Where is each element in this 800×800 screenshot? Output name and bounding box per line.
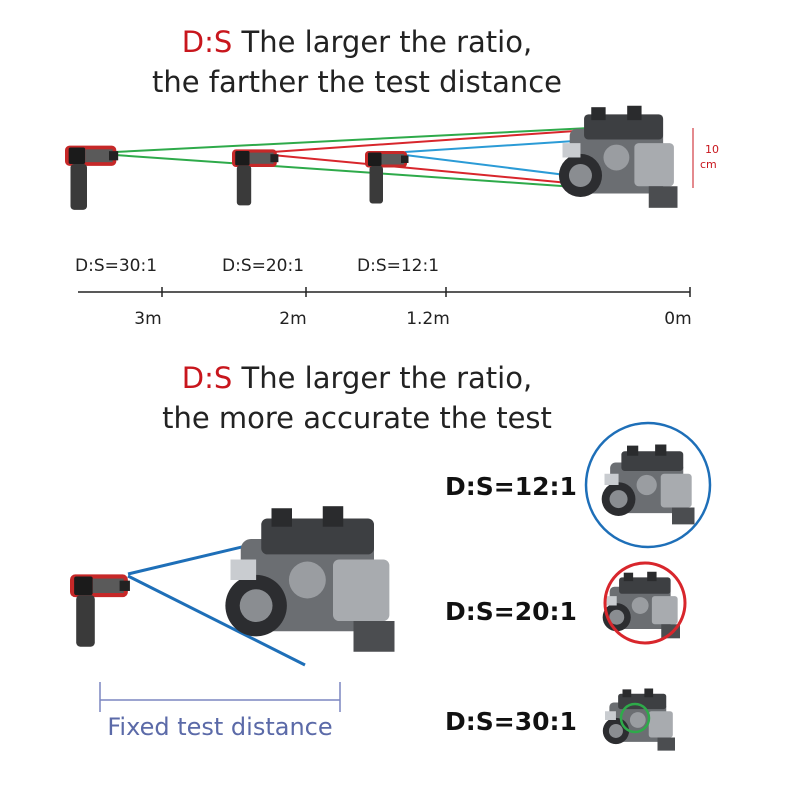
- title-text: The larger the ratio,: [241, 25, 533, 59]
- ratio-label: D:S=12:1: [445, 472, 577, 501]
- title-prefix: D:S: [182, 361, 233, 395]
- thermometer: [365, 151, 409, 204]
- distance-axis: [78, 287, 691, 297]
- engine: [601, 444, 695, 525]
- ratio-label: D:S=30:1: [75, 256, 157, 276]
- bottom-title-line1: D:S The larger the ratio,: [182, 361, 532, 395]
- thermometer: [232, 149, 279, 206]
- ratio-label: D:S=30:1: [445, 707, 577, 736]
- distance-label: 0m: [664, 309, 691, 329]
- spot-circle: [584, 421, 712, 549]
- ratio-label: D:S=20:1: [222, 256, 304, 276]
- thermometer: [65, 145, 119, 210]
- top-title-line1: D:S The larger the ratio,: [182, 25, 532, 59]
- bottom-title-line2: the more accurate the test: [162, 401, 552, 435]
- distance-label: 3m: [134, 309, 161, 329]
- distance-marker: [99, 682, 341, 712]
- spot-unit: cm: [700, 158, 717, 171]
- beams: [114, 127, 591, 189]
- engine: [225, 506, 395, 652]
- distance-label: 2m: [279, 309, 306, 329]
- spot-size: 10: [705, 143, 719, 156]
- distance-label: 1.2m: [406, 309, 450, 329]
- thermometer: [70, 574, 130, 647]
- ratio-label: D:S=20:1: [445, 597, 577, 626]
- spot-circle: [619, 702, 651, 734]
- title-prefix: D:S: [182, 25, 233, 59]
- top-title-line2: the farther the test distance: [152, 65, 562, 99]
- engine: [558, 105, 678, 208]
- fixed-distance-label: Fixed test distance: [107, 713, 332, 741]
- ratio-label: D:S=12:1: [357, 256, 439, 276]
- engine: [602, 688, 675, 751]
- spot-circle: [603, 561, 687, 645]
- title-text: The larger the ratio,: [241, 361, 533, 395]
